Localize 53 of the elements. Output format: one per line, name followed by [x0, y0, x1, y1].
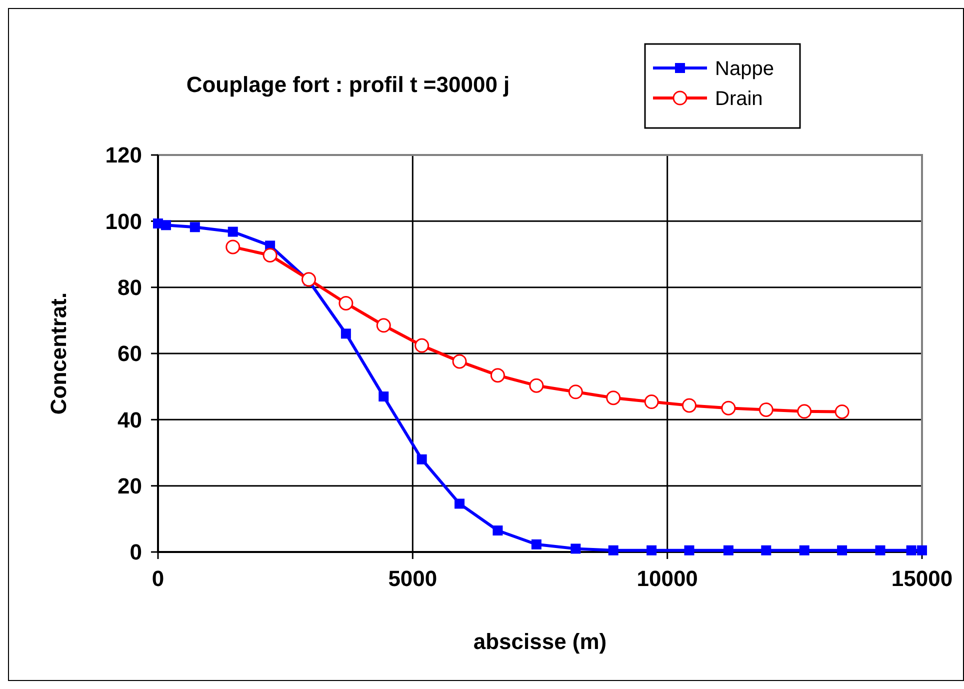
point	[338, 296, 354, 310]
point	[226, 240, 240, 254]
point	[376, 318, 391, 333]
point	[490, 368, 505, 383]
y-tick-label: 20	[118, 474, 142, 499]
point	[721, 400, 736, 416]
point	[797, 404, 812, 419]
x-tick-label: 15000	[891, 566, 953, 591]
point	[570, 544, 581, 554]
point	[529, 378, 544, 393]
point	[758, 402, 774, 417]
x-tick-label: 0	[152, 566, 164, 591]
point	[452, 354, 467, 369]
y-axis-title: Concentrat.	[46, 292, 71, 415]
chart-title: Couplage fort : profil t =30000 j	[186, 72, 510, 97]
point	[262, 248, 278, 262]
x-axis-title: abscisse (m)	[473, 629, 607, 654]
point	[682, 398, 696, 413]
y-tick-label: 120	[105, 142, 142, 168]
x-tick-label: 5000	[388, 566, 438, 591]
point	[837, 545, 848, 556]
point	[416, 454, 427, 464]
point	[906, 545, 916, 556]
y-tick-label: 100	[105, 208, 142, 234]
point	[340, 328, 351, 339]
legend-label: Nappe	[715, 58, 774, 80]
point	[568, 384, 583, 400]
point	[684, 545, 694, 556]
y-tick-label: 0	[130, 540, 142, 565]
point	[834, 404, 850, 419]
y-tick-label: 60	[118, 341, 142, 366]
point	[302, 272, 316, 287]
point	[644, 394, 659, 410]
x-tick-label: 10000	[636, 566, 698, 591]
point	[761, 545, 772, 556]
point	[606, 390, 621, 406]
point	[228, 226, 238, 237]
y-tick-label: 80	[118, 275, 142, 300]
point	[492, 525, 503, 536]
point	[531, 539, 542, 550]
point	[414, 338, 430, 353]
point	[723, 545, 734, 556]
point	[799, 545, 810, 556]
point	[608, 545, 618, 556]
point	[875, 545, 886, 556]
point	[646, 545, 657, 556]
point	[160, 220, 171, 230]
point	[454, 498, 465, 509]
legend-label: Drain	[715, 88, 763, 110]
point	[378, 392, 389, 402]
point	[917, 545, 927, 556]
point	[190, 222, 200, 232]
y-tick-label: 40	[118, 407, 142, 432]
